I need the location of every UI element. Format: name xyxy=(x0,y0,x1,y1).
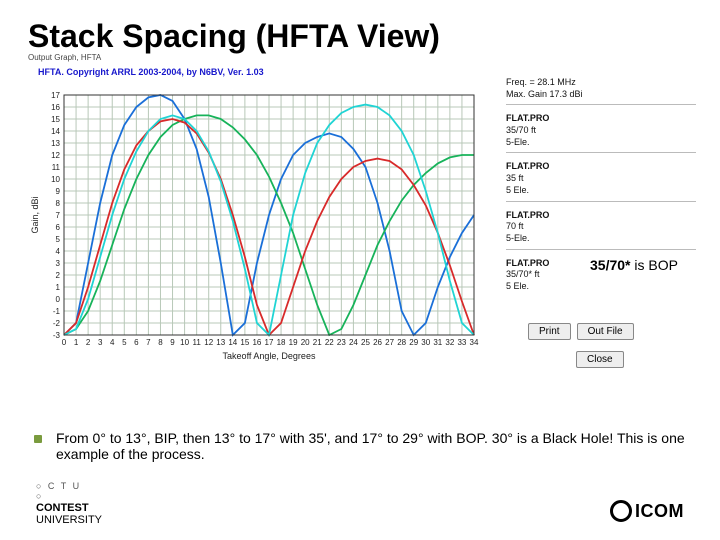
contest-university-logo: ○ C T U ○ CONTEST UNIVERSITY xyxy=(36,482,102,526)
svg-text:27: 27 xyxy=(385,338,394,347)
contest-text-2: UNIVERSITY xyxy=(36,514,102,526)
svg-text:29: 29 xyxy=(409,338,418,347)
ctu-ring-icon: ○ C T U ○ xyxy=(36,482,84,496)
svg-text:9: 9 xyxy=(170,338,175,347)
svg-text:15: 15 xyxy=(240,338,249,347)
svg-text:3: 3 xyxy=(56,259,61,268)
button-row: Print Out File xyxy=(528,323,634,340)
svg-text:1: 1 xyxy=(56,283,61,292)
svg-text:14: 14 xyxy=(51,127,60,136)
icom-text: ICOM xyxy=(635,501,684,522)
sidebar-run: FLAT.PRO70 ft5-Ele. xyxy=(506,210,696,250)
svg-text:2: 2 xyxy=(86,338,91,347)
svg-text:4: 4 xyxy=(56,247,61,256)
bullet-text: From 0° to 13°, BIP, then 13° to 17° wit… xyxy=(56,430,692,462)
svg-text:31: 31 xyxy=(433,338,442,347)
svg-text:7: 7 xyxy=(146,338,151,347)
svg-text:11: 11 xyxy=(52,163,61,172)
chart-copyright: HFTA. Copyright ARRL 2003-2004, by N6BV,… xyxy=(38,67,264,77)
annotation-bold: 35/70* xyxy=(590,257,630,273)
svg-text:5: 5 xyxy=(56,235,61,244)
icom-logo: ICOM xyxy=(610,500,684,522)
svg-text:19: 19 xyxy=(289,338,298,347)
svg-text:32: 32 xyxy=(445,338,454,347)
svg-text:5: 5 xyxy=(122,338,127,347)
svg-text:12: 12 xyxy=(51,151,60,160)
svg-text:8: 8 xyxy=(56,199,61,208)
svg-text:17: 17 xyxy=(265,338,274,347)
bop-annotation: 35/70* is BOP xyxy=(590,257,678,273)
svg-text:25: 25 xyxy=(361,338,370,347)
svg-text:-3: -3 xyxy=(53,331,61,340)
svg-text:22: 22 xyxy=(325,338,334,347)
svg-text:Takeoff Angle, Degrees: Takeoff Angle, Degrees xyxy=(223,351,316,361)
svg-text:4: 4 xyxy=(110,338,115,347)
svg-text:34: 34 xyxy=(470,338,479,347)
svg-text:16: 16 xyxy=(51,103,60,112)
freq-label: Freq. = 28.1 MHz xyxy=(506,77,696,89)
svg-text:18: 18 xyxy=(277,338,286,347)
svg-text:-1: -1 xyxy=(53,307,61,316)
svg-text:11: 11 xyxy=(192,338,201,347)
svg-text:0: 0 xyxy=(56,295,61,304)
svg-text:24: 24 xyxy=(349,338,358,347)
svg-text:-2: -2 xyxy=(53,319,61,328)
svg-text:7: 7 xyxy=(56,211,61,220)
svg-text:Gain, dBi: Gain, dBi xyxy=(30,196,40,233)
sidebar-run: FLAT.PRO35 ft5 Ele. xyxy=(506,161,696,201)
svg-text:8: 8 xyxy=(158,338,163,347)
svg-text:15: 15 xyxy=(51,115,60,124)
svg-text:0: 0 xyxy=(62,338,67,347)
bullet-row: From 0° to 13°, BIP, then 13° to 17° wit… xyxy=(34,430,692,462)
svg-text:26: 26 xyxy=(373,338,382,347)
slide-title: Stack Spacing (HFTA View) xyxy=(0,0,720,61)
svg-text:6: 6 xyxy=(56,223,61,232)
contest-text-1: CONTEST xyxy=(36,502,89,514)
svg-text:20: 20 xyxy=(301,338,310,347)
svg-text:17: 17 xyxy=(51,91,60,100)
svg-text:14: 14 xyxy=(228,338,237,347)
sidebar-run: FLAT.PRO35/70 ft5-Ele. xyxy=(506,113,696,153)
svg-text:21: 21 xyxy=(313,338,322,347)
icom-circle-icon xyxy=(610,500,632,522)
close-button[interactable]: Close xyxy=(576,351,624,368)
svg-text:28: 28 xyxy=(397,338,406,347)
svg-text:9: 9 xyxy=(56,187,61,196)
svg-text:1: 1 xyxy=(74,338,79,347)
sidebar-freq-block: Freq. = 28.1 MHz Max. Gain 17.3 dBi xyxy=(506,77,696,105)
svg-text:30: 30 xyxy=(421,338,430,347)
svg-text:10: 10 xyxy=(51,175,60,184)
svg-text:3: 3 xyxy=(98,338,103,347)
svg-text:13: 13 xyxy=(51,139,60,148)
svg-text:23: 23 xyxy=(337,338,346,347)
svg-text:13: 13 xyxy=(216,338,225,347)
svg-text:6: 6 xyxy=(134,338,139,347)
svg-text:16: 16 xyxy=(252,338,261,347)
gain-chart: 0123456789101112131415161718192021222324… xyxy=(28,85,488,365)
svg-text:10: 10 xyxy=(180,338,189,347)
svg-text:12: 12 xyxy=(204,338,213,347)
annotation-rest: is BOP xyxy=(630,257,677,273)
bullet-icon xyxy=(34,435,42,443)
maxgain-label: Max. Gain 17.3 dBi xyxy=(506,89,696,101)
output-graph-label: Output Graph, HFTA xyxy=(28,53,101,62)
print-button[interactable]: Print xyxy=(528,323,571,340)
svg-text:33: 33 xyxy=(457,338,466,347)
svg-text:2: 2 xyxy=(56,271,61,280)
outfile-button[interactable]: Out File xyxy=(577,323,634,340)
